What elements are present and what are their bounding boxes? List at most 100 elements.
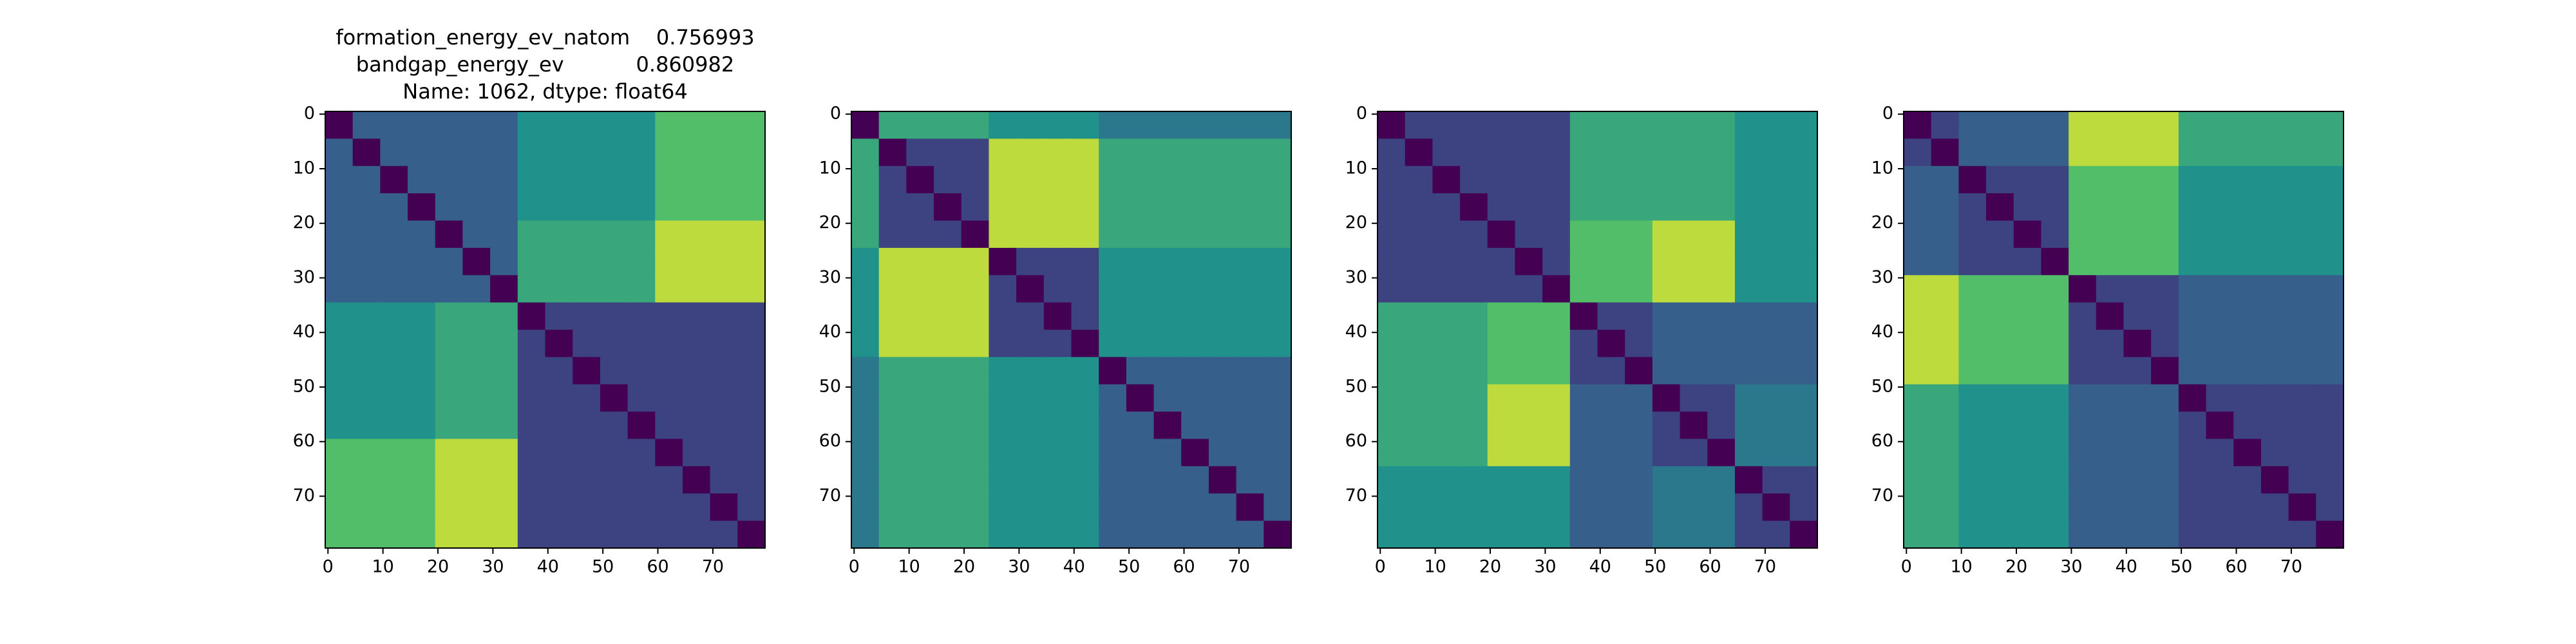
heatmap-cell xyxy=(517,357,545,385)
x-tick-label: 30 xyxy=(482,557,504,577)
y-tick-label: 50 xyxy=(819,376,841,396)
heatmap-cell xyxy=(1790,302,1818,330)
heatmap-cell xyxy=(2316,247,2344,276)
heatmap-cell xyxy=(1487,220,1515,249)
heatmap-cell xyxy=(961,166,989,194)
heatmap-cell xyxy=(737,412,766,439)
heatmap-cell xyxy=(1904,357,1932,385)
heatmap-cell xyxy=(2041,247,2069,276)
heatmap-cell xyxy=(1071,220,1099,249)
heatmap-cell xyxy=(2178,111,2207,139)
heatmap-cell xyxy=(2013,520,2041,549)
heatmap-cell xyxy=(1043,412,1072,439)
heatmap-cell xyxy=(1652,357,1681,385)
heatmap-cell xyxy=(1264,330,1292,357)
heatmap-cell xyxy=(2260,520,2289,549)
heatmap-cell xyxy=(2041,193,2069,221)
heatmap-cell xyxy=(1153,412,1182,439)
heatmap-cell xyxy=(1625,275,1653,303)
heatmap-cell xyxy=(462,247,491,276)
heatmap-cell xyxy=(851,138,880,167)
heatmap-cell xyxy=(352,275,381,303)
heatmap-cell xyxy=(1790,166,1818,194)
heatmap-cell xyxy=(1460,439,1488,467)
heatmap-cell xyxy=(1958,520,1987,549)
heatmap-cell xyxy=(1126,166,1155,194)
heatmap-cell xyxy=(627,357,656,385)
heatmap-cell xyxy=(737,138,766,167)
y-tick-label: 40 xyxy=(819,322,841,342)
heatmap-cell xyxy=(1016,412,1045,439)
heatmap-cell xyxy=(1043,247,1072,276)
heatmap-cell xyxy=(573,138,601,167)
x-tick-label: 50 xyxy=(1118,557,1140,577)
y-tick-label: 40 xyxy=(1871,322,1893,342)
x-tick-label: 50 xyxy=(592,557,614,577)
heatmap-cell xyxy=(1153,330,1182,357)
heatmap-cell xyxy=(655,520,683,549)
heatmap-cell xyxy=(961,520,989,549)
heatmap-cell xyxy=(1378,220,1406,249)
heatmap-cell xyxy=(737,166,766,194)
heatmap-cell xyxy=(490,439,518,467)
heatmap-cell xyxy=(1986,330,2014,357)
heatmap-cell xyxy=(1208,111,1237,139)
heatmap-cell xyxy=(1680,466,1708,494)
heatmap-cell xyxy=(1652,275,1681,303)
heatmap-cell xyxy=(1208,330,1237,357)
heatmap-cell xyxy=(1487,357,1515,385)
heatmap-cell xyxy=(961,493,989,522)
heatmap-cell xyxy=(435,247,463,276)
x-tick-label: 10 xyxy=(1950,557,1972,577)
heatmap-cell xyxy=(325,466,354,494)
heatmap-cell xyxy=(1043,302,1072,330)
heatmap-cell xyxy=(878,493,907,522)
heatmap-cell xyxy=(1099,166,1127,194)
heatmap-cell xyxy=(2069,138,2097,167)
heatmap-cell xyxy=(517,439,545,467)
heatmap-cell xyxy=(1542,466,1571,494)
heatmap-cell xyxy=(1569,275,1598,303)
x-tick-label: 10 xyxy=(898,557,920,577)
heatmap-cell xyxy=(1542,520,1571,549)
heatmap-cell xyxy=(1958,439,1987,467)
heatmap-cell xyxy=(1762,302,1790,330)
heatmap-cell xyxy=(961,111,989,139)
heatmap-cell xyxy=(380,493,408,522)
heatmap-cell xyxy=(878,275,907,303)
heatmap-cell xyxy=(1680,302,1708,330)
heatmap-cell xyxy=(352,138,381,167)
heatmap-cell xyxy=(490,302,518,330)
heatmap-cell xyxy=(1264,466,1292,494)
heatmap-cell xyxy=(325,330,354,357)
heatmap-cell xyxy=(2260,220,2289,249)
heatmap-cell xyxy=(934,439,962,467)
heatmap-cell xyxy=(2013,439,2041,467)
heatmap-cell xyxy=(1680,384,1708,412)
heatmap-cell xyxy=(380,166,408,194)
heatmap-cell xyxy=(1931,520,1959,549)
heatmap-cell xyxy=(435,275,463,303)
heatmap-cell xyxy=(1625,247,1653,276)
axes-frame xyxy=(325,111,766,549)
heatmap-cell xyxy=(462,384,491,412)
heatmap-cell xyxy=(1236,330,1264,357)
heatmap-cell xyxy=(1181,138,1209,167)
heatmap-cell xyxy=(408,247,436,276)
heatmap-cell xyxy=(1153,275,1182,303)
heatmap-cell xyxy=(1652,247,1681,276)
heatmap-cell xyxy=(1904,193,1932,221)
heatmap-cell xyxy=(1986,439,2014,467)
heatmap-cell xyxy=(1958,357,1987,385)
heatmap-cell xyxy=(1569,412,1598,439)
heatmap-cell xyxy=(1597,520,1625,549)
heatmap-cell xyxy=(408,302,436,330)
heatmap-cell xyxy=(934,357,962,385)
heatmap-cell xyxy=(2316,357,2344,385)
heatmap-cell xyxy=(1542,193,1571,221)
heatmap-cell xyxy=(1099,302,1127,330)
heatmap-cell xyxy=(600,111,629,139)
heatmap-cell xyxy=(1126,439,1155,467)
x-tick-label: 20 xyxy=(2005,557,2027,577)
heatmap-cell xyxy=(1569,439,1598,467)
